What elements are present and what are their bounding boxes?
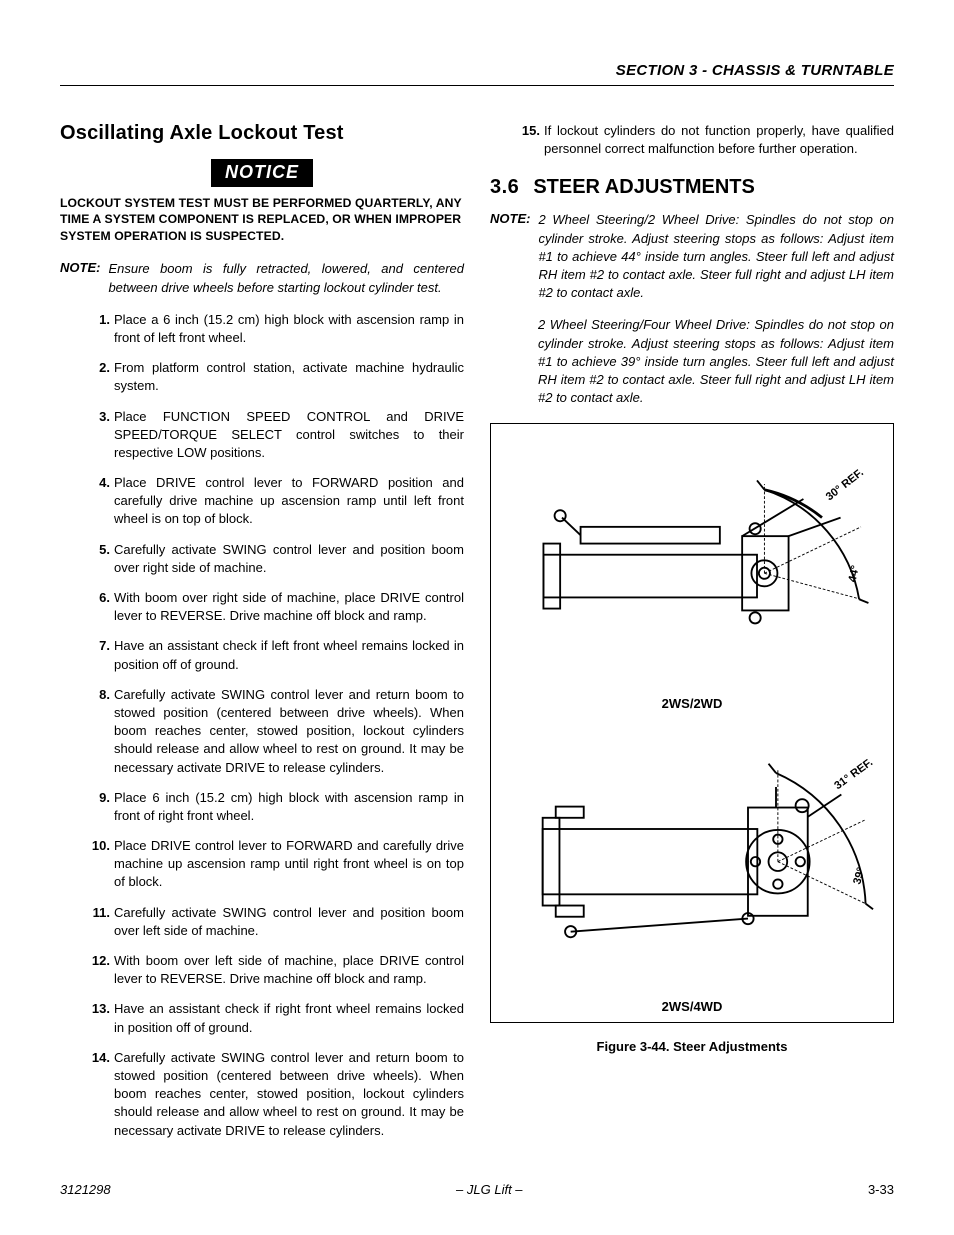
step-item: Carefully activate SWING control lever a… [88,686,464,777]
section-title: SECTION 3 - CHASSIS & TURNTABLE [616,62,894,79]
step-item: Place DRIVE control lever to FORWARD pos… [88,474,464,529]
note-label: NOTE: [60,260,100,296]
step-item: Carefully activate SWING control lever a… [88,541,464,577]
step-item: Place FUNCTION SPEED CONTROL and DRIVE S… [88,408,464,463]
section-heading: 3.6 STEER ADJUSTMENTS [490,176,894,199]
warning-text: LOCKOUT SYSTEM TEST MUST BE PERFORMED QU… [60,195,464,244]
step-item: Place a 6 inch (15.2 cm) high block with… [88,311,464,347]
procedure-steps-continued: If lockout cylinders do not function pro… [518,122,894,158]
left-column: Oscillating Axle Lockout Test NOTICE LOC… [60,122,464,1152]
step-item: If lockout cylinders do not function pro… [518,122,894,158]
steer-diagram-2ws-4wd: 31° REF. 39° [499,717,885,997]
diagram-label: 2WS/4WD [499,999,885,1014]
notice-badge: NOTICE [211,159,313,187]
footer-right: 3-33 [868,1182,894,1197]
note-text: 2 Wheel Steering/2 Wheel Drive: Spindles… [538,211,894,302]
note-label: NOTE: [490,211,530,302]
figure-caption: Figure 3-44. Steer Adjustments [490,1039,894,1054]
two-column-layout: Oscillating Axle Lockout Test NOTICE LOC… [60,122,894,1152]
section-title-text: STEER ADJUSTMENTS [533,176,755,199]
step-item: Have an assistant check if left front wh… [88,637,464,673]
step-item: From platform control station, activate … [88,359,464,395]
angle-label: 39° [851,867,867,887]
angle-label: 31° REF. [832,757,875,793]
step-item: Carefully activate SWING control lever a… [88,1049,464,1140]
step-item: With boom over left side of machine, pla… [88,952,464,988]
right-column: If lockout cylinders do not function pro… [490,122,894,1152]
step-item: Carefully activate SWING control lever a… [88,904,464,940]
note-text: Ensure boom is fully retracted, lowered,… [108,260,464,296]
section-number: 3.6 [490,176,519,199]
procedure-steps: Place a 6 inch (15.2 cm) high block with… [88,311,464,1140]
note-block: NOTE: Ensure boom is fully retracted, lo… [60,260,464,296]
note-block: NOTE: 2 Wheel Steering/2 Wheel Drive: Sp… [490,211,894,302]
note-paragraph: 2 Wheel Steering/Four Wheel Drive: Spind… [538,316,894,407]
angle-label: 30° REF. [824,467,866,504]
step-item: With boom over right side of machine, pl… [88,589,464,625]
page-header: SECTION 3 - CHASSIS & TURNTABLE [60,62,894,86]
footer-left: 3121298 [60,1182,111,1197]
steer-diagram-2ws-2wd: 30° REF. 44° [499,434,885,694]
step-item: Place DRIVE control lever to FORWARD and… [88,837,464,892]
subsection-title: Oscillating Axle Lockout Test [60,122,464,145]
step-item: Place 6 inch (15.2 cm) high block with a… [88,789,464,825]
diagram-label: 2WS/2WD [499,696,885,711]
footer-center: – JLG Lift – [456,1182,522,1197]
page-footer: 3121298 – JLG Lift – 3-33 [60,1182,894,1197]
figure-container: 30° REF. 44° 2WS/2WD [490,423,894,1023]
step-item: Have an assistant check if right front w… [88,1000,464,1036]
angle-label: 44° [847,564,862,583]
